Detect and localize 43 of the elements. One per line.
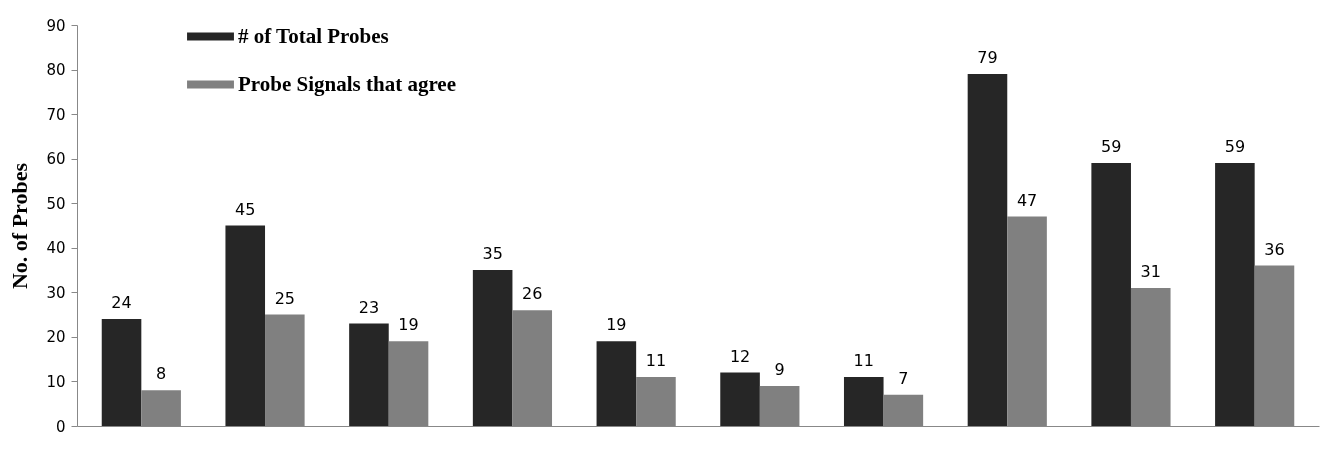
data-label: 59 [1224, 137, 1246, 157]
data-label: 7 [898, 368, 909, 388]
y-axis-title: No. of Probes [7, 162, 33, 290]
bar [225, 225, 266, 426]
y-tick-label: 70 [46, 105, 66, 124]
legend-label: Probe Signals that agree [238, 71, 456, 96]
y-tick-label: 40 [46, 239, 66, 258]
data-label: 24 [111, 293, 132, 313]
bar [720, 372, 760, 426]
data-label: 26 [522, 284, 543, 304]
data-label: 8 [156, 364, 167, 384]
y-tick-label: 30 [46, 283, 66, 302]
data-label: 31 [1140, 261, 1161, 281]
data-label: 59 [1101, 137, 1122, 157]
data-label: 45 [235, 199, 256, 219]
y-tick-label: 60 [46, 150, 66, 169]
data-label: 47 [1016, 190, 1038, 210]
data-label: 23 [358, 297, 380, 317]
data-label: 25 [274, 288, 295, 308]
bar [596, 341, 637, 426]
y-tick-label: 10 [46, 372, 66, 391]
bar [967, 74, 1008, 426]
bar [349, 323, 389, 426]
y-tick-label: 50 [46, 194, 66, 213]
bar [1091, 163, 1131, 426]
bar [843, 376, 884, 426]
y-tick-label: 0 [55, 417, 66, 436]
y-tick-label: 20 [46, 328, 66, 347]
data-label: 79 [977, 48, 998, 68]
data-label: 19 [398, 315, 419, 335]
bar [1215, 163, 1255, 426]
y-tick-label: 80 [46, 61, 66, 80]
bar [101, 319, 142, 426]
data-label: 9 [774, 359, 785, 379]
bar [472, 270, 513, 426]
y-tick-label: 90 [46, 16, 66, 35]
data-label: 35 [482, 244, 503, 264]
data-label: 11 [853, 350, 874, 370]
data-label: 11 [645, 350, 667, 370]
legend-label: # of Total Probes [238, 23, 389, 48]
data-label: 36 [1264, 239, 1285, 259]
data-label: 12 [729, 346, 751, 366]
data-label: 19 [606, 315, 627, 335]
